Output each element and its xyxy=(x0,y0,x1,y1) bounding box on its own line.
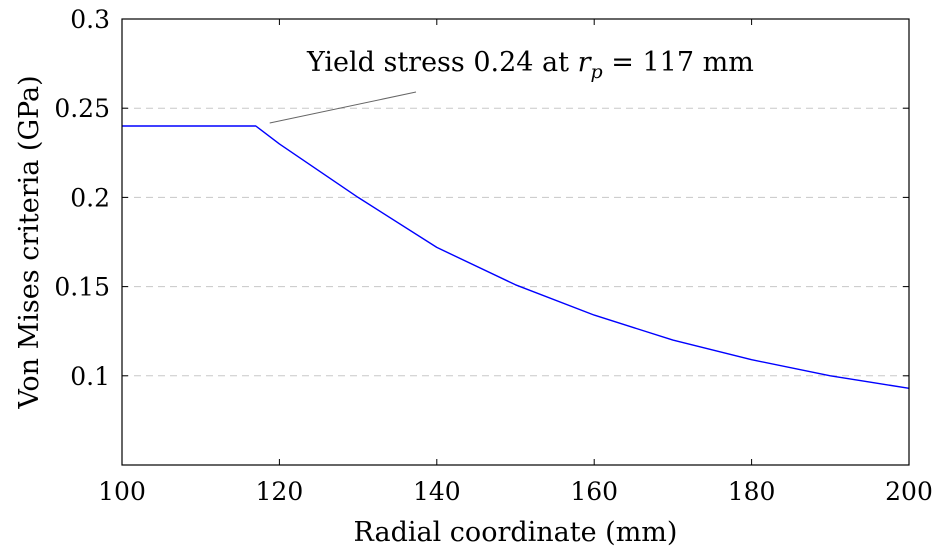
y-axis-label: Von Mises criteria (GPa) xyxy=(14,75,45,409)
plot-frame xyxy=(121,18,910,466)
x-tick-label: 160 xyxy=(570,477,618,506)
y-tick-label: 0.1 xyxy=(70,362,110,391)
annotation-text-suffix: = 117 mm xyxy=(603,47,754,78)
y-tick-label: 0.3 xyxy=(70,5,110,34)
x-tick-label: 100 xyxy=(98,477,146,506)
x-tick-label: 180 xyxy=(728,477,776,506)
x-tick-labels: 100 120 140 160 180 200 xyxy=(98,477,933,506)
x-tick-label: 200 xyxy=(885,477,933,506)
annotation-variable: r xyxy=(578,47,593,78)
series-line xyxy=(122,125,910,389)
y-tick-label: 0.2 xyxy=(70,183,110,212)
x-axis-label: Radial coordinate (mm) xyxy=(354,517,678,548)
annotation-leader-line xyxy=(269,91,417,124)
x-tick-label: 140 xyxy=(413,477,461,506)
y-tick-label: 0.15 xyxy=(54,273,110,302)
series-layer xyxy=(122,125,910,389)
tick-marks xyxy=(121,18,910,465)
x-tick-label: 120 xyxy=(256,477,304,506)
annotation-text-prefix: Yield stress 0.24 at xyxy=(306,47,578,78)
grid-lines xyxy=(122,107,909,377)
y-tick-label: 0.25 xyxy=(54,94,110,123)
y-tick-labels: 0.1 0.15 0.2 0.25 0.3 xyxy=(54,5,110,391)
annotation-subscript: p xyxy=(591,61,603,83)
annotation-label: Yield stress 0.24 at rp = 117 mm xyxy=(306,47,754,83)
